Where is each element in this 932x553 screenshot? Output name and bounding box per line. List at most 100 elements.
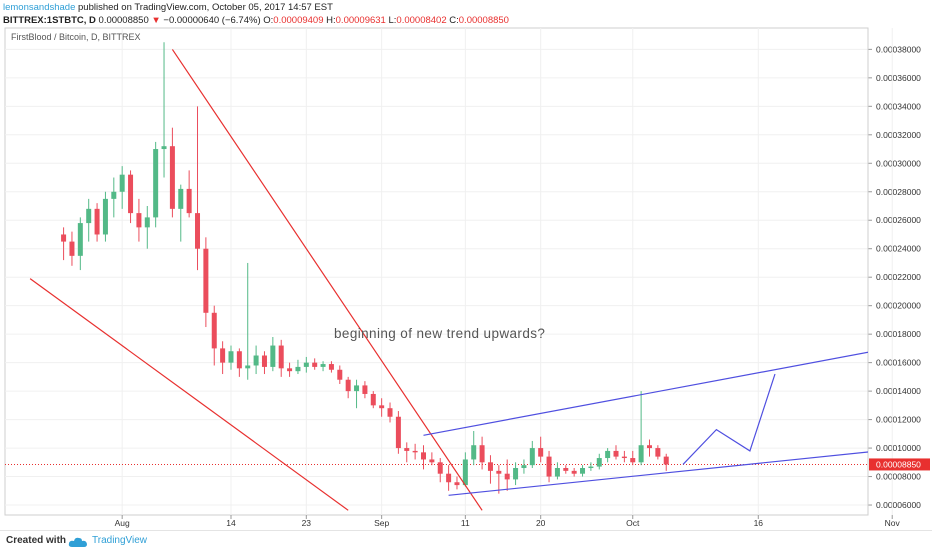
candle-body[interactable] xyxy=(429,459,434,462)
candle-body[interactable] xyxy=(128,175,133,213)
x-tick-label: Oct xyxy=(626,518,640,528)
x-tick-label: 16 xyxy=(754,518,764,528)
y-tick-label: 0.00026000 xyxy=(876,215,921,225)
candle-body[interactable] xyxy=(170,146,175,209)
candle-body[interactable] xyxy=(354,385,359,391)
x-tick-label: Aug xyxy=(115,518,130,528)
candle-body[interactable] xyxy=(605,451,610,458)
candle-body[interactable] xyxy=(178,189,183,209)
candle-body[interactable] xyxy=(212,313,217,349)
candle-body[interactable] xyxy=(388,408,393,417)
candle-body[interactable] xyxy=(463,459,468,485)
tradingview-cloud-icon xyxy=(68,535,88,553)
candle-body[interactable] xyxy=(622,457,627,458)
y-tick-label: 0.00022000 xyxy=(876,272,921,282)
candle-body[interactable] xyxy=(655,448,660,457)
candle-body[interactable] xyxy=(454,482,459,485)
candle-body[interactable] xyxy=(228,351,233,362)
candle-body[interactable] xyxy=(647,445,652,448)
y-tick-label: 0.00010000 xyxy=(876,443,921,453)
candle-body[interactable] xyxy=(513,468,518,479)
y-tick-label: 0.00030000 xyxy=(876,158,921,168)
candle-body[interactable] xyxy=(279,346,284,369)
candle-body[interactable] xyxy=(547,457,552,477)
candle-body[interactable] xyxy=(162,146,167,149)
candle-body[interactable] xyxy=(480,445,485,462)
candle-body[interactable] xyxy=(245,365,250,368)
y-tick-label: 0.00036000 xyxy=(876,73,921,83)
candle-body[interactable] xyxy=(521,465,526,468)
candle-body[interactable] xyxy=(103,199,108,235)
candle-body[interactable] xyxy=(555,468,560,477)
candle-body[interactable] xyxy=(136,213,141,227)
candle-body[interactable] xyxy=(78,223,83,256)
candle-body[interactable] xyxy=(580,468,585,474)
candle-body[interactable] xyxy=(111,192,116,199)
candle-body[interactable] xyxy=(346,380,351,391)
candle-body[interactable] xyxy=(321,364,326,367)
candle-body[interactable] xyxy=(362,385,367,394)
candle-body[interactable] xyxy=(86,209,91,223)
candle-body[interactable] xyxy=(597,458,602,467)
candle-body[interactable] xyxy=(120,175,125,192)
candle-body[interactable] xyxy=(295,367,300,371)
candle-body[interactable] xyxy=(337,370,342,380)
y-tick-label: 0.00028000 xyxy=(876,187,921,197)
candle-body[interactable] xyxy=(329,364,334,370)
candle-body[interactable] xyxy=(538,448,543,457)
candle-body[interactable] xyxy=(379,405,384,408)
candle-body[interactable] xyxy=(69,242,74,256)
candle-body[interactable] xyxy=(530,448,535,465)
candle-body[interactable] xyxy=(588,467,593,468)
y-tick-label: 0.00016000 xyxy=(876,358,921,368)
candle-body[interactable] xyxy=(61,234,66,241)
candle-body[interactable] xyxy=(203,249,208,313)
price-chart[interactable]: 0.00006000 0.00008000 0.00010000 0.00012000… xyxy=(0,0,932,530)
candle-body[interactable] xyxy=(262,356,267,367)
candle-body[interactable] xyxy=(312,363,317,367)
candle-body[interactable] xyxy=(195,213,200,249)
candle-body[interactable] xyxy=(471,445,476,459)
candle-body[interactable] xyxy=(145,217,150,227)
y-tick-label: 0.00018000 xyxy=(876,329,921,339)
y-tick-label: 0.00008000 xyxy=(876,472,921,482)
y-tick-label: 0.00038000 xyxy=(876,44,921,54)
trend-annotation[interactable]: beginning of new trend upwards? xyxy=(334,326,545,341)
candle-body[interactable] xyxy=(95,209,100,235)
candle-body[interactable] xyxy=(639,445,644,462)
candle-body[interactable] xyxy=(404,448,409,451)
candle-body[interactable] xyxy=(505,474,510,480)
last-price-tag-label: 0.00008850 xyxy=(876,459,921,469)
candle-body[interactable] xyxy=(220,348,225,362)
y-tick-label: 0.00006000 xyxy=(876,500,921,510)
candle-body[interactable] xyxy=(614,451,619,457)
y-tick-label: 0.00014000 xyxy=(876,386,921,396)
x-tick-label: 20 xyxy=(536,518,546,528)
candle-body[interactable] xyxy=(413,451,418,452)
candle-body[interactable] xyxy=(496,471,501,474)
x-tick-label: 11 xyxy=(461,518,470,528)
candle-body[interactable] xyxy=(488,462,493,471)
candle-body[interactable] xyxy=(187,189,192,213)
candle-body[interactable] xyxy=(664,457,669,465)
x-tick-label: Sep xyxy=(374,518,389,528)
candle-body[interactable] xyxy=(396,417,401,448)
candle-body[interactable] xyxy=(304,363,309,367)
chart-title: FirstBlood / Bitcoin, D, BITTREX xyxy=(11,32,141,42)
candle-body[interactable] xyxy=(287,368,292,371)
candle-body[interactable] xyxy=(254,356,259,366)
candle-body[interactable] xyxy=(371,394,376,405)
candle-body[interactable] xyxy=(237,351,242,368)
candle-body[interactable] xyxy=(446,474,451,483)
created-with-label: Created with xyxy=(6,535,66,546)
y-tick-label: 0.00012000 xyxy=(876,415,921,425)
candle-body[interactable] xyxy=(563,468,568,471)
candle-body[interactable] xyxy=(630,458,635,462)
candle-body[interactable] xyxy=(270,346,275,367)
candle-body[interactable] xyxy=(438,462,443,473)
candle-body[interactable] xyxy=(421,452,426,459)
tradingview-brand[interactable]: TradingView xyxy=(92,535,147,546)
candle-body[interactable] xyxy=(572,471,577,474)
candle-body[interactable] xyxy=(153,149,158,217)
x-tick-label: 14 xyxy=(226,518,236,528)
